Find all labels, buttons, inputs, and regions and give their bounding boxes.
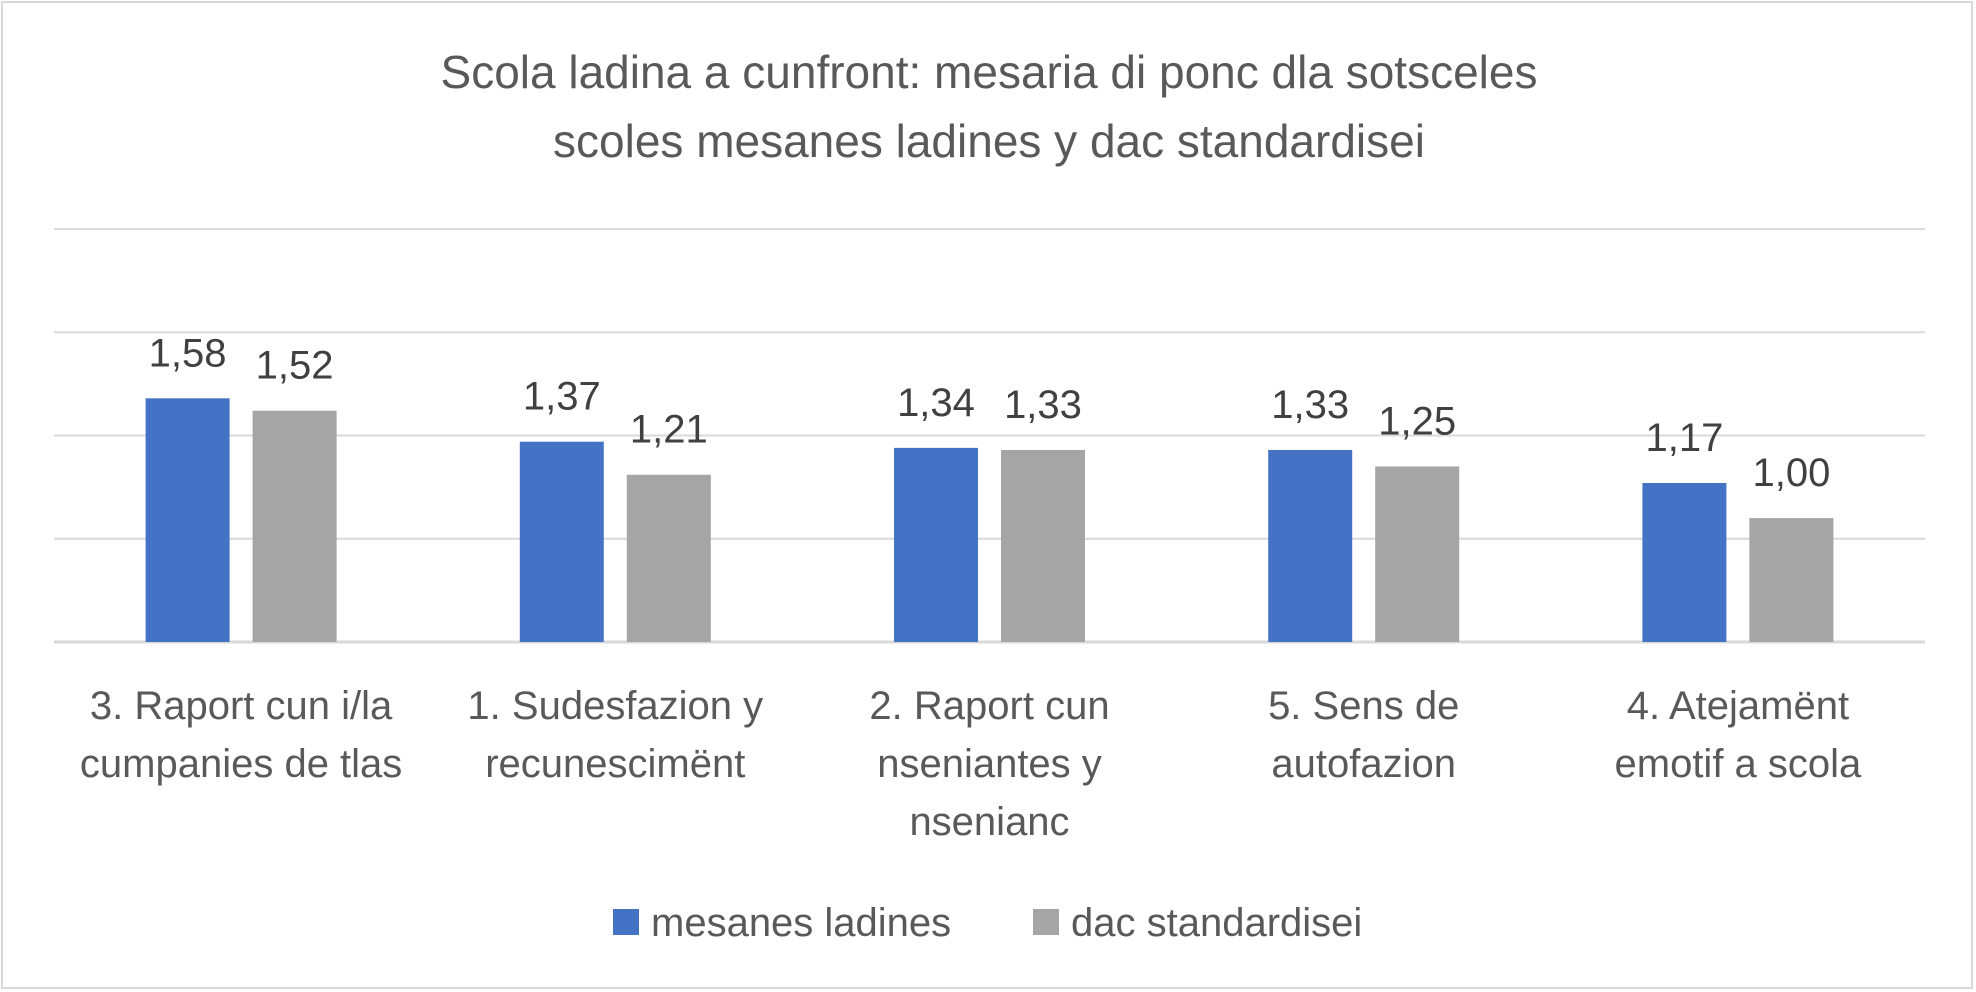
category-label: nsenianc bbox=[909, 800, 1069, 844]
category-label: nseniantes y bbox=[877, 742, 1102, 786]
category-label: autofazion bbox=[1271, 742, 1456, 786]
bar bbox=[894, 447, 978, 642]
data-label: 1,33 bbox=[1004, 383, 1082, 427]
chart-title-line: scoles mesanes ladines y dac standardise… bbox=[553, 115, 1425, 167]
bar bbox=[519, 441, 604, 642]
legend-swatch bbox=[613, 909, 639, 935]
bar bbox=[1001, 449, 1085, 642]
data-labels: 1,58 1,52 1,37 1,21 1,34 1,33 1,33 1,25 1,17 1,00 bbox=[149, 331, 1831, 495]
category-label: 2. Raport cun bbox=[869, 684, 1109, 728]
category-label: 3. Raport cun i/la bbox=[90, 684, 393, 728]
bar-chart: Scola ladina a cunfront: mesaria di ponc… bbox=[54, 46, 1925, 945]
data-label: 1,21 bbox=[630, 408, 708, 452]
category-label: emotif a scola bbox=[1615, 742, 1863, 786]
category-axis: 3. Raport cun i/la cumpanies de tlas 1. Su… bbox=[80, 684, 1862, 844]
bar bbox=[626, 474, 711, 642]
bar bbox=[1749, 518, 1834, 642]
category-label: recunescimënt bbox=[485, 742, 745, 786]
category-label: cumpanies de tlas bbox=[80, 742, 402, 786]
data-label: 1,58 bbox=[149, 331, 227, 375]
data-label: 1,34 bbox=[897, 381, 975, 425]
data-label: 1,25 bbox=[1378, 399, 1456, 443]
bar bbox=[145, 398, 230, 642]
bar bbox=[1375, 466, 1460, 642]
bar bbox=[1642, 482, 1727, 642]
chart-title-line: Scola ladina a cunfront: mesaria di ponc… bbox=[441, 46, 1538, 98]
data-label: 1,37 bbox=[523, 375, 601, 419]
data-label: 1,17 bbox=[1645, 416, 1723, 460]
legend-label: mesanes ladines bbox=[651, 901, 951, 945]
gridlines bbox=[54, 228, 1925, 644]
legend-swatch bbox=[1033, 909, 1059, 935]
data-label: 1,00 bbox=[1752, 451, 1830, 495]
category-label: 4. Atejamënt bbox=[1627, 684, 1849, 728]
bar bbox=[252, 410, 337, 642]
chart-title: Scola ladina a cunfront: mesaria di ponc… bbox=[441, 46, 1538, 167]
data-label: 1,33 bbox=[1271, 383, 1349, 427]
data-label: 1,52 bbox=[256, 344, 334, 388]
category-label: 1. Sudesfazion y bbox=[467, 684, 763, 728]
bars bbox=[145, 398, 1834, 642]
legend-label: dac standardisei bbox=[1071, 901, 1362, 945]
legend: mesanes ladines dac standardisei bbox=[613, 901, 1362, 945]
bar bbox=[1268, 449, 1353, 642]
category-label: 5. Sens de bbox=[1268, 684, 1459, 728]
